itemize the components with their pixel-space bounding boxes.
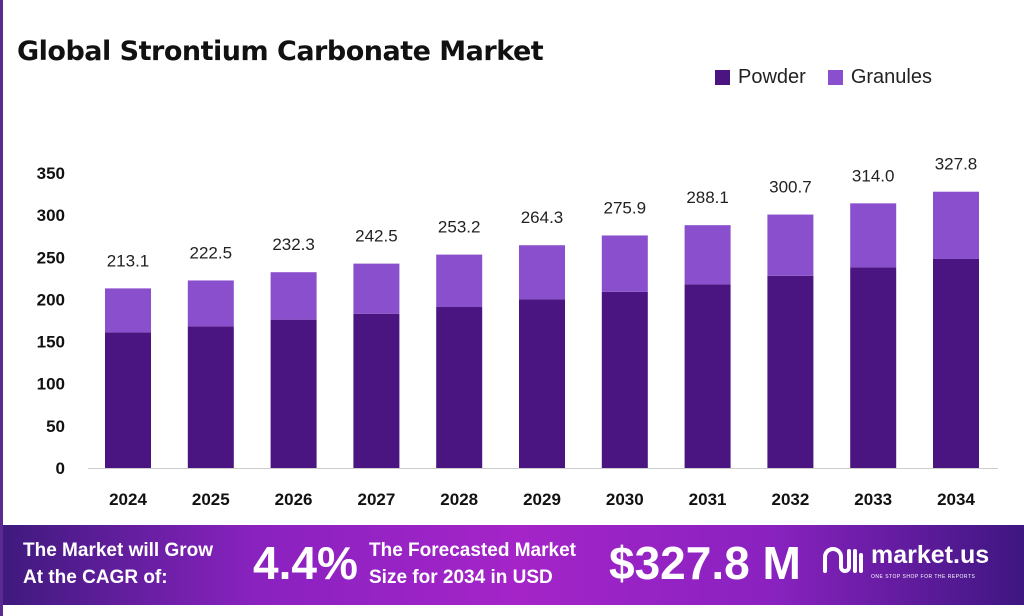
data-label-2029: 264.3 (521, 208, 564, 227)
y-tick-label: 300 (37, 206, 65, 225)
legend-swatch-powder (715, 70, 730, 85)
bar-granules-2031 (684, 225, 731, 285)
cagr-label-line2: At the CAGR of: (23, 567, 168, 588)
bar-chart: 0 50 100 150 200 250 300 350 213.1 2024 222.5 2025 2… (37, 155, 998, 509)
bar-powder-2028 (436, 307, 483, 468)
bar-powder-2031 (684, 284, 731, 468)
legend: Powder Granules (715, 66, 932, 89)
data-label-2034: 327.8 (935, 155, 978, 174)
x-tick-label-2029: 2029 (523, 490, 561, 509)
bar-powder-2032 (767, 275, 814, 468)
y-tick-label: 250 (37, 248, 65, 267)
bar-granules-2033 (850, 203, 897, 268)
bar-powder-2033 (850, 267, 897, 468)
data-label-2025: 222.5 (190, 243, 233, 262)
x-tick-label-2033: 2033 (854, 490, 892, 509)
legend-swatch-granules (827, 70, 843, 85)
data-label-2028: 253.2 (438, 218, 481, 237)
x-tick-label-2032: 2032 (771, 490, 809, 509)
data-label-2030: 275.9 (604, 198, 647, 217)
bar-powder-2024 (105, 332, 151, 468)
bar-granules-2026 (270, 272, 317, 320)
x-tick-label-2025: 2025 (192, 490, 230, 509)
x-tick-label-2027: 2027 (357, 490, 395, 509)
data-label-2032: 300.7 (769, 178, 812, 197)
market-us-logo: market.us ONE STOP SHOP FOR THE REPORTS (821, 539, 989, 581)
x-tick-label-2034: 2034 (937, 490, 975, 509)
data-label-2026: 232.3 (272, 235, 315, 254)
summary-banner: The Market will Grow At the CAGR of: 4.4… (3, 525, 1024, 605)
forecast-label: The Forecasted Market Size for 2034 in U… (369, 537, 576, 591)
bar-granules-2024 (105, 288, 151, 333)
bar-powder-2030 (601, 291, 648, 468)
data-label-2024: 213.1 (107, 251, 150, 270)
y-tick-label: 50 (46, 417, 65, 436)
legend-item-powder: Powder (715, 66, 806, 89)
chart-title: Global Strontium Carbonate Market (17, 36, 544, 67)
bar-granules-2025 (187, 280, 234, 327)
forecast-label-line1: The Forecasted Market (369, 540, 576, 561)
y-tick-label: 150 (37, 333, 65, 352)
x-tick-label-2024: 2024 (109, 490, 147, 509)
data-label-2031: 288.1 (686, 188, 729, 207)
legend-label-powder: Powder (738, 66, 806, 88)
x-tick-label-2028: 2028 (440, 490, 478, 509)
data-label-2033: 314.0 (852, 166, 895, 185)
bar-powder-2029 (519, 299, 565, 468)
bar-powder-2034 (933, 258, 979, 468)
bar-powder-2027 (353, 313, 400, 468)
bar-granules-2028 (436, 254, 483, 308)
x-tick-label-2031: 2031 (689, 490, 727, 509)
x-tick-label-2030: 2030 (606, 490, 644, 509)
bar-granules-2027 (353, 263, 400, 314)
forecast-value: $327.8 M (609, 537, 801, 589)
legend-item-granules: Granules (827, 66, 932, 89)
cagr-value: 4.4% (253, 537, 358, 589)
logo-name: market.us (871, 541, 990, 569)
bar-granules-2034 (933, 191, 979, 259)
forecast-label-line2: Size for 2034 in USD (369, 567, 553, 588)
data-label-2027: 242.5 (355, 227, 398, 246)
legend-label-granules: Granules (850, 66, 932, 88)
logo-tagline: ONE STOP SHOP FOR THE REPORTS (871, 574, 976, 580)
cagr-label-line1: The Market will Grow (23, 540, 214, 561)
logo-icon (823, 547, 863, 573)
bar-granules-2032 (767, 214, 814, 276)
bar-powder-2025 (187, 326, 234, 468)
bar-granules-2030 (601, 235, 648, 292)
y-tick-label: 100 (37, 375, 65, 394)
cagr-label: The Market will Grow At the CAGR of: (23, 537, 213, 591)
y-tick-label: 350 (37, 164, 65, 183)
bar-powder-2026 (270, 319, 317, 468)
x-tick-label-2026: 2026 (275, 490, 313, 509)
bar-granules-2029 (519, 245, 565, 300)
y-tick-label: 200 (37, 290, 65, 309)
y-tick-label: 0 (56, 459, 65, 478)
